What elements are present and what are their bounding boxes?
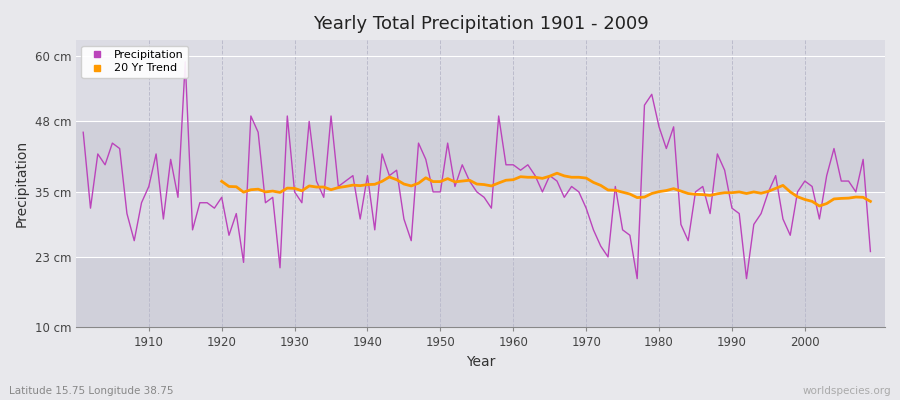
X-axis label: Year: Year bbox=[466, 355, 495, 369]
Text: Latitude 15.75 Longitude 38.75: Latitude 15.75 Longitude 38.75 bbox=[9, 386, 174, 396]
Text: worldspecies.org: worldspecies.org bbox=[803, 386, 891, 396]
Bar bbox=[76, 122, 885, 192]
Legend: Precipitation, 20 Yr Trend: Precipitation, 20 Yr Trend bbox=[82, 46, 188, 78]
Title: Yearly Total Precipitation 1901 - 2009: Yearly Total Precipitation 1901 - 2009 bbox=[312, 15, 648, 33]
Y-axis label: Precipitation: Precipitation bbox=[15, 140, 29, 227]
Bar bbox=[76, 257, 885, 328]
Bar bbox=[76, 192, 885, 257]
Bar bbox=[76, 56, 885, 122]
